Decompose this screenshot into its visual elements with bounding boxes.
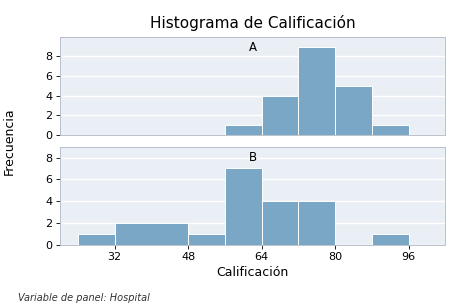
Bar [225,169,262,245]
Bar [298,47,335,135]
Bar [115,223,188,245]
Text: Frecuencia: Frecuencia [3,107,16,174]
Text: Variable de panel: Hospital: Variable de panel: Hospital [18,293,150,303]
Bar [78,234,115,245]
Text: B: B [248,151,257,164]
Bar [298,201,335,245]
Text: A: A [248,41,257,54]
Bar [188,234,225,245]
Bar [372,125,409,135]
Bar [372,234,409,245]
Bar [262,95,298,135]
Bar [225,125,262,135]
Bar [335,86,372,135]
Bar [262,201,298,245]
X-axis label: Calificación: Calificación [216,266,289,279]
Text: Histograma de Calificación: Histograma de Calificación [150,15,355,31]
